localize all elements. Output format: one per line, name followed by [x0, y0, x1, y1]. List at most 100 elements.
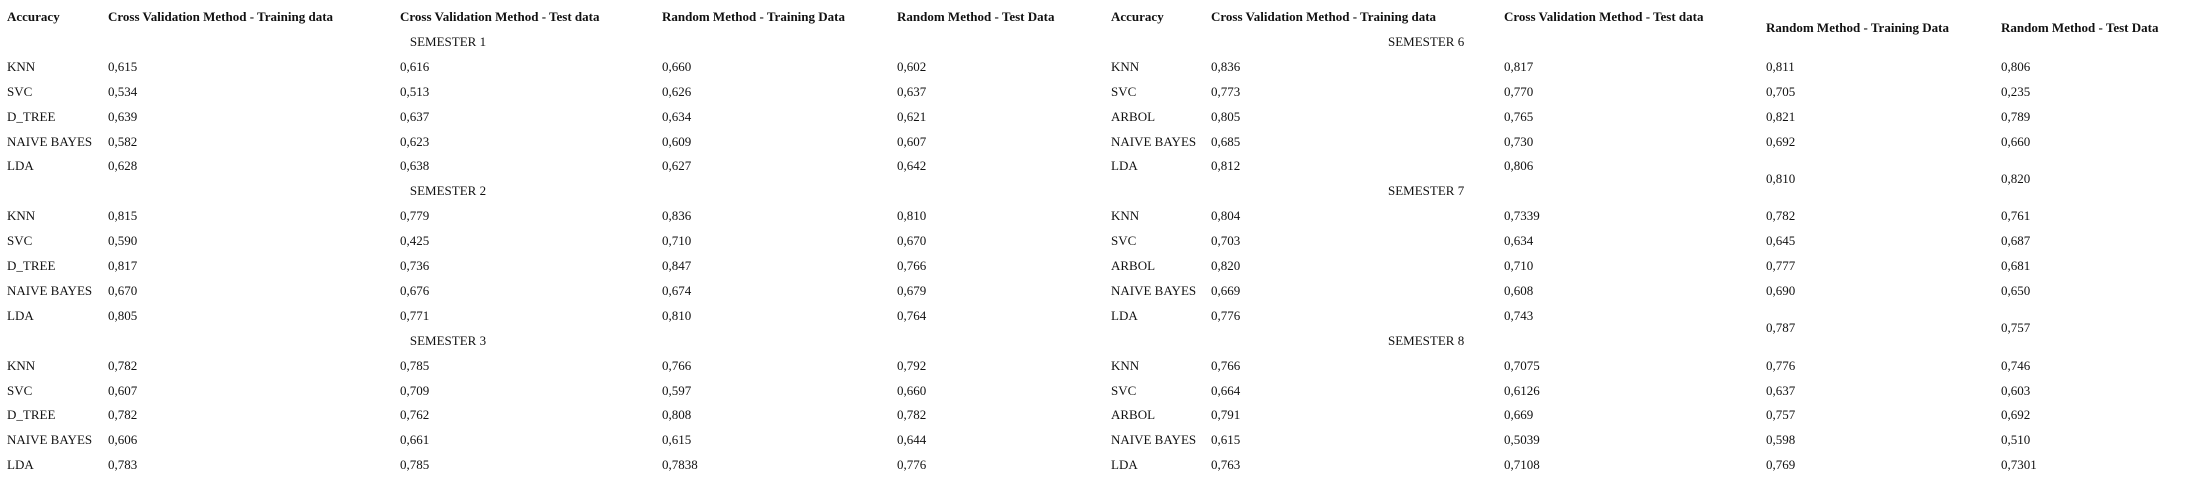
row-label: KNN	[1111, 357, 1140, 373]
cell-value: 0,637	[400, 108, 430, 124]
cell-value: 0,634	[1504, 233, 1534, 249]
cell-value: 0,847	[662, 258, 692, 273]
column-header: Cross Validation Method - Test data	[1504, 9, 1704, 24]
cell-value: 0,705	[1766, 83, 1796, 99]
row-label: LDA	[7, 307, 34, 323]
cell-value: 0,785	[400, 357, 430, 373]
section-label: SEMESTER 6	[1388, 33, 1465, 49]
cell-value: 0,7075	[1504, 357, 1540, 373]
column-header: Random Method - Training Data	[662, 9, 845, 24]
row-label: SVC	[7, 382, 33, 398]
cell-value: 0,582	[108, 133, 138, 149]
cell-value: 0,805	[108, 307, 138, 323]
cell-value: 0,791	[1211, 407, 1241, 423]
column-header: Cross Validation Method - Training data	[108, 9, 334, 24]
cell-value: 0,782	[1766, 208, 1796, 224]
cell-value: 0,710	[1504, 258, 1534, 273]
cell-value: 0,766	[1211, 357, 1241, 373]
cell-value: 0,6126	[1504, 382, 1540, 398]
column-header: Accuracy	[1111, 9, 1164, 24]
cell-value: 0,806	[2001, 58, 2031, 74]
cell-value: 0,769	[1766, 457, 1796, 473]
column-header: Cross Validation Method - Training data	[1211, 9, 1437, 24]
column-header: Random Method - Test Data	[897, 9, 1055, 24]
row-label: D_TREE	[7, 258, 56, 273]
cell-value: 0,7108	[1504, 457, 1540, 473]
cell-value: 0,679	[897, 282, 927, 298]
cell-value: 0,806	[1504, 158, 1534, 174]
cell-value: 0,660	[2001, 133, 2031, 149]
row-label: KNN	[1111, 58, 1140, 74]
cell-value: 0,761	[2001, 208, 2031, 224]
cell-value: 0,639	[108, 108, 138, 124]
row-label: SVC	[1111, 233, 1137, 249]
row-label: ARBOL	[1111, 108, 1156, 124]
cell-value: 0,616	[400, 58, 430, 74]
cell-value: 0,836	[1211, 58, 1241, 74]
cell-value: 0,628	[108, 158, 138, 174]
cell-value: 0,782	[108, 407, 138, 423]
cell-value: 0,808	[662, 407, 692, 423]
cell-value: 0,782	[897, 407, 927, 423]
row-label: LDA	[1111, 457, 1138, 473]
row-label: NAIVE BAYES	[7, 432, 93, 448]
cell-value: 0,776	[1766, 357, 1796, 373]
column-header: Random Method - Training Data	[1766, 20, 1949, 35]
cell-value: 0,765	[1504, 108, 1534, 124]
column-header: Accuracy	[7, 9, 60, 24]
cell-value: 0,757	[2001, 320, 2031, 336]
cell-value: 0,757	[1766, 407, 1796, 423]
cell-value: 0,606	[108, 432, 138, 448]
cell-value: 0,771	[400, 307, 430, 323]
cell-value: 0,650	[2001, 282, 2031, 298]
cell-value: 0,615	[662, 432, 692, 448]
cell-value: 0,766	[662, 357, 692, 373]
cell-value: 0,669	[1504, 407, 1534, 423]
cell-value: 0,7301	[2001, 457, 2037, 473]
row-label: LDA	[1111, 158, 1138, 174]
cell-value: 0,681	[2001, 258, 2031, 273]
cell-value: 0,762	[400, 407, 430, 423]
row-label: NAIVE BAYES	[7, 133, 93, 149]
cell-value: 0,674	[662, 282, 692, 298]
cell-value: 0,615	[1211, 432, 1241, 448]
cell-value: 0,660	[662, 58, 692, 74]
cell-value: 0,815	[108, 208, 138, 224]
cell-value: 0,687	[2001, 233, 2031, 249]
cell-value: 0,661	[400, 432, 430, 448]
cell-value: 0,510	[2001, 432, 2031, 448]
cell-value: 0,746	[2001, 357, 2031, 373]
cell-value: 0,623	[400, 133, 430, 149]
cell-value: 0,821	[1766, 108, 1796, 124]
cell-value: 0,685	[1211, 133, 1241, 149]
cell-value: 0,7838	[662, 457, 698, 473]
cell-value: 0,785	[400, 457, 430, 473]
cell-value: 0,763	[1211, 457, 1241, 473]
cell-value: 0,804	[1211, 208, 1241, 224]
cell-value: 0,836	[662, 208, 692, 224]
cell-value: 0,782	[108, 357, 138, 373]
cell-value: 0,810	[1766, 170, 1796, 186]
cell-value: 0,703	[1211, 233, 1241, 249]
cell-value: 0,621	[897, 108, 927, 124]
cell-value: 0,664	[1211, 382, 1241, 398]
row-label: NAIVE BAYES	[1111, 133, 1197, 149]
cell-value: 0,7339	[1504, 208, 1540, 224]
cell-value: 0,820	[1211, 258, 1241, 273]
row-label: LDA	[1111, 307, 1138, 323]
column-header: Random Method - Test Data	[2001, 20, 2159, 35]
row-label: KNN	[7, 58, 36, 74]
row-label: KNN	[7, 357, 36, 373]
row-label: SVC	[1111, 382, 1137, 398]
cell-value: 0,597	[662, 382, 692, 398]
row-label: SVC	[1111, 83, 1137, 99]
cell-value: 0,603	[2001, 382, 2031, 398]
row-label: D_TREE	[7, 108, 56, 124]
section-label: SEMESTER 1	[409, 33, 487, 49]
cell-value: 0,779	[400, 208, 430, 224]
cell-value: 0,787	[1766, 320, 1796, 336]
cell-value: 0,810	[897, 208, 927, 224]
cell-value: 0,607	[897, 133, 927, 149]
cell-value: 0,736	[400, 258, 430, 273]
